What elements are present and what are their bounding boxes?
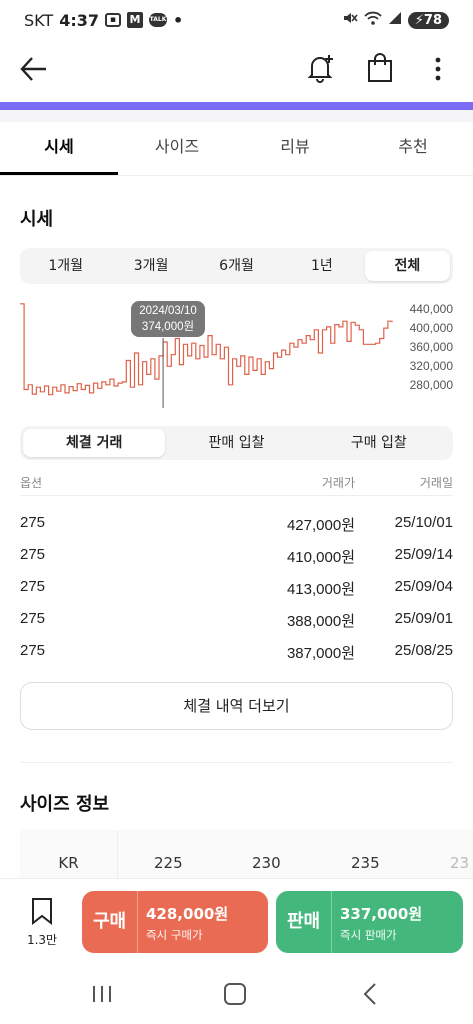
cell-date: 25/10/01: [394, 514, 453, 531]
system-nav-bar: [0, 964, 473, 1024]
table-header: 옵션 거래가 거래일: [20, 474, 453, 496]
y-tick-label: 400,000: [409, 321, 453, 335]
size-cell: 230: [252, 854, 281, 872]
more-notifications-dot: •: [172, 10, 184, 30]
mute-icon: [342, 10, 358, 30]
cell-option: 275: [20, 642, 46, 659]
bookmark-icon: [32, 898, 52, 926]
battery-indicator: ⚡78: [407, 11, 449, 29]
bottom-action-bar: 1.3만 구매 428,000원 즉시 구매가 판매 337,000원 즉시 판…: [0, 878, 473, 964]
bell-plus-icon[interactable]: [304, 52, 336, 84]
table-row: 275 410,000원 25/09/14: [20, 540, 453, 572]
chart-tooltip: 2024/03/10 374,000원: [131, 301, 205, 337]
battery-level: 78: [423, 12, 442, 28]
wifi-icon: [364, 10, 382, 30]
screen-record-icon: ▪: [104, 13, 121, 27]
cell-date: 25/08/25: [394, 642, 453, 659]
price-chart-svg: [20, 303, 393, 408]
view-more-trades-button[interactable]: 체결 내역 더보기: [20, 682, 453, 730]
recent-apps-icon[interactable]: [90, 984, 114, 1004]
sell-button[interactable]: 판매 337,000원 즉시 판매가: [276, 891, 463, 953]
home-icon[interactable]: [224, 983, 246, 1005]
price-section-title: 시세: [20, 209, 54, 230]
buy-price: 428,000원: [146, 905, 229, 923]
signal-icon: [388, 11, 402, 29]
app-bar: [0, 40, 473, 98]
buy-subtext: 즉시 구매가: [146, 928, 203, 942]
cell-price: 410,000원: [286, 549, 355, 566]
y-tick-label: 360,000: [409, 340, 453, 354]
header-price: 거래가: [321, 476, 355, 490]
tab-price[interactable]: 시세: [0, 122, 118, 175]
cell-price: 388,000원: [286, 613, 355, 630]
cell-price: 427,000원: [286, 517, 355, 534]
product-tabs: 시세 사이즈 리뷰 추천: [0, 122, 473, 176]
accent-bar: [0, 102, 473, 110]
table-row: 275 388,000원 25/09/01: [20, 604, 453, 636]
cell-option: 275: [20, 546, 46, 563]
sell-subtext: 즉시 판매가: [340, 928, 397, 942]
tab-completed-trades[interactable]: 체결 거래: [23, 429, 166, 457]
period-3m[interactable]: 3개월: [133, 258, 169, 274]
cell-option: 275: [20, 610, 46, 627]
period-all[interactable]: 전체: [364, 251, 451, 281]
price-chart[interactable]: 440,000 400,000 360,000 320,000 280,000 …: [20, 298, 453, 408]
size-cell: 235: [351, 854, 380, 872]
y-tick-label: 280,000: [409, 378, 453, 392]
bookmark-count: 1.3만: [26, 933, 58, 947]
carrier-label: SKT: [24, 10, 54, 30]
status-bar: SKT 4:37 ▪ M TALK • ⚡78: [0, 0, 473, 40]
tab-sell-bids[interactable]: 판매 입찰: [208, 435, 265, 451]
header-date: 거래일: [419, 476, 453, 490]
buy-button[interactable]: 구매 428,000원 즉시 구매가: [82, 891, 268, 953]
cell-date: 25/09/01: [394, 610, 453, 627]
back-arrow-icon[interactable]: [18, 54, 50, 84]
cell-price: 387,000원: [286, 645, 355, 662]
gmail-icon: M: [126, 12, 143, 28]
shopping-bag-icon[interactable]: [366, 52, 394, 84]
sell-price: 337,000원: [340, 905, 423, 923]
size-cell: 225: [154, 854, 183, 872]
period-selector: 1개월 3개월 6개월 1년 전체: [20, 248, 453, 284]
cell-option: 275: [20, 578, 46, 595]
divider: [20, 762, 453, 763]
period-6m[interactable]: 6개월: [219, 258, 254, 274]
header-option: 옵션: [20, 476, 43, 490]
tooltip-date: 2024/03/10: [139, 305, 197, 317]
table-row: 275 413,000원 25/09/04: [20, 572, 453, 604]
cell-price: 413,000원: [286, 581, 355, 598]
cell-option: 275: [20, 514, 46, 531]
table-row: 275 387,000원 25/08/25: [20, 636, 453, 668]
trade-type-tabs: 체결 거래 판매 입찰 구매 입찰: [20, 426, 453, 460]
tooltip-price: 374,000원: [141, 321, 195, 333]
clock: 4:37: [59, 10, 99, 30]
tab-review[interactable]: 리뷰: [280, 137, 310, 156]
tab-recommend[interactable]: 추천: [398, 137, 428, 156]
sell-label: 판매: [276, 891, 332, 953]
size-table: KR 225 230 235 23: [20, 830, 473, 880]
price-line: [20, 303, 393, 396]
period-1m[interactable]: 1개월: [48, 258, 84, 274]
period-1y[interactable]: 1년: [311, 258, 333, 274]
size-info-title: 사이즈 정보: [20, 794, 110, 815]
cell-date: 25/09/14: [394, 546, 453, 563]
table-row: 275 427,000원 25/10/01: [20, 508, 453, 540]
tab-size[interactable]: 사이즈: [154, 137, 200, 156]
buy-label: 구매: [82, 891, 138, 953]
size-row-label: KR: [20, 830, 118, 880]
y-tick-label: 320,000: [409, 359, 453, 373]
kakaotalk-icon: TALK: [148, 13, 167, 27]
cell-date: 25/09/04: [394, 578, 453, 595]
bookmark-button[interactable]: 1.3만: [24, 897, 60, 948]
size-cell: 23: [450, 854, 470, 872]
tab-buy-bids[interactable]: 구매 입찰: [350, 435, 407, 451]
section-divider: [0, 110, 473, 122]
more-vertical-icon[interactable]: [428, 54, 448, 84]
y-tick-label: 440,000: [409, 302, 453, 316]
system-back-icon[interactable]: [360, 982, 380, 1006]
